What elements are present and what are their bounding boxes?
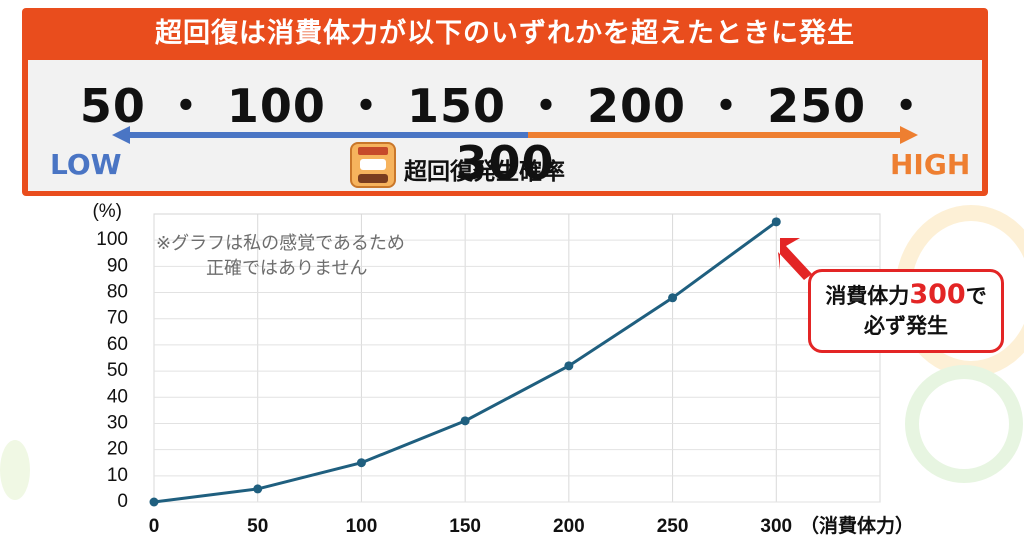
x-axis-ticks: 0 50 100 150 200 250 300 (149, 516, 792, 537)
info-banner: 超回復は消費体力が以下のいずれかを超えたときに発生 50 ・ 100 ・ 150… (22, 8, 988, 196)
banner-title: 超回復は消費体力が以下のいずれかを超えたときに発生 (155, 18, 855, 49)
x-tick-label: 0 (149, 516, 160, 537)
x-tick-label: 100 (346, 516, 378, 537)
y-tick-label: 40 (107, 386, 128, 407)
y-tick-label: 100 (96, 229, 128, 250)
x-tick-label: 250 (657, 516, 689, 537)
y-tick-label: 90 (107, 255, 128, 276)
chart-note-line-2: 正確ではありません (206, 258, 367, 279)
callout-box: 消費体力300で 必ず発生 (808, 269, 1004, 353)
chart-grid (153, 213, 881, 503)
y-tick-label: 30 (107, 412, 128, 433)
arrow-right-icon (900, 126, 918, 144)
x-tick-label: 50 (247, 516, 268, 537)
super-recovery-icon (350, 142, 396, 188)
data-point (149, 497, 159, 507)
y-tick-label: 80 (107, 282, 128, 303)
data-point (253, 484, 263, 494)
y-tick-label: 0 (117, 491, 128, 512)
y-axis-ticks: 0 10 20 30 40 50 60 70 80 90 100 (96, 229, 128, 512)
y-unit-label: (%) (92, 201, 122, 222)
y-tick-label: 10 (107, 465, 128, 486)
probability-label: 超回復発生確率 (404, 159, 565, 185)
chart-note-line-1: ※グラフは私の感覚であるため (156, 233, 405, 254)
data-point (460, 416, 470, 426)
data-point (771, 217, 781, 227)
data-point (356, 458, 366, 468)
banner-panel: 50 ・ 100 ・ 150 ・ 200 ・ 250 ・ 300 LOW HIG… (28, 60, 982, 191)
y-tick-label: 60 (107, 334, 128, 355)
y-tick-label: 50 (107, 360, 128, 381)
high-arrow-line (528, 132, 908, 138)
threshold-values: 50 ・ 100 ・ 150 ・ 200 ・ 250 ・ 300 (79, 79, 931, 190)
data-point (668, 293, 678, 303)
callout-number: 300 (909, 279, 966, 310)
x-unit-label: （消費体力） (800, 514, 914, 537)
x-tick-label: 300 (760, 516, 792, 537)
callout-arrow (778, 238, 812, 280)
x-tick-label: 150 (449, 516, 481, 537)
chart-series (149, 217, 781, 507)
high-label: HIGH (890, 148, 971, 181)
low-label: LOW (50, 148, 122, 181)
y-tick-label: 70 (107, 308, 128, 329)
callout-suffix: で (965, 284, 987, 308)
y-tick-label: 20 (107, 439, 128, 460)
line-chart: 0 10 20 30 40 50 60 70 80 90 100 0 50 100 150 200 250 30… (92, 201, 914, 537)
low-arrow-line (128, 132, 528, 138)
data-point (564, 361, 574, 371)
decoration-blob (0, 440, 30, 500)
x-tick-label: 200 (553, 516, 585, 537)
arrow-left-icon (112, 126, 130, 144)
callout-prefix: 消費体力 (825, 284, 910, 308)
callout-line-2: 必ず発生 (864, 314, 948, 338)
